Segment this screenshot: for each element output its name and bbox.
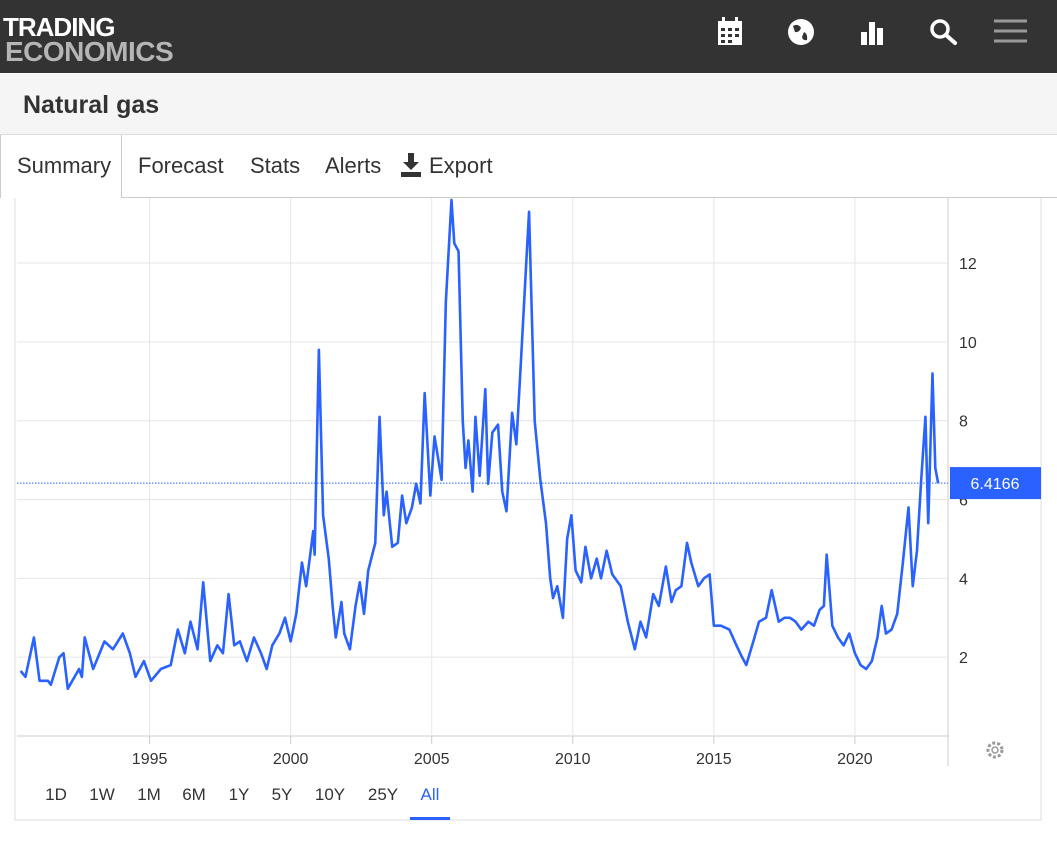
- x-tick-label: 1995: [132, 751, 168, 768]
- page-title: Natural gas: [23, 91, 160, 119]
- logo-bottom[interactable]: ECONOMICS: [5, 36, 174, 67]
- chart: 2 4 6 8 10 12 1995 2000 2005 2010 2015 2020 6.4166 1D…: [14, 198, 1042, 821]
- tab[interactable]: Alerts: [325, 153, 382, 178]
- chart-icon[interactable]: [861, 22, 883, 45]
- tab[interactable]: Stats: [250, 153, 301, 178]
- tab[interactable]: Export: [429, 153, 493, 178]
- last-value-box: [950, 467, 1041, 500]
- price-line: [19, 198, 940, 690]
- y-tick-label: 6: [959, 493, 968, 510]
- y-tick-label: 2: [959, 650, 968, 667]
- range-button[interactable]: 1W: [89, 785, 115, 804]
- range-button[interactable]: 1M: [137, 785, 161, 804]
- tab[interactable]: Summary: [0, 135, 123, 198]
- search-icon[interactable]: [930, 19, 957, 45]
- export-icon[interactable]: [400, 153, 424, 179]
- settings-icon[interactable]: [986, 741, 1004, 759]
- range-button[interactable]: 6M: [182, 785, 206, 804]
- calendar-icon[interactable]: [718, 17, 742, 45]
- globe-icon[interactable]: [788, 19, 814, 45]
- range-button[interactable]: All: [421, 785, 440, 804]
- x-tick-label: 2005: [414, 751, 450, 768]
- x-tick-label: 2015: [696, 751, 732, 768]
- x-tick-label: 2010: [555, 751, 591, 768]
- menu-icon[interactable]: [994, 19, 1027, 43]
- y-tick-label: 8: [959, 414, 968, 431]
- y-tick-label: 12: [959, 256, 977, 273]
- y-tick-label: 10: [959, 335, 977, 352]
- range-button[interactable]: 1D: [45, 785, 67, 804]
- logo-top[interactable]: TRADING: [3, 12, 115, 42]
- tab[interactable]: Forecast: [138, 153, 224, 178]
- range-button[interactable]: 1Y: [229, 785, 250, 804]
- last-value-label: 6.4166: [971, 476, 1020, 493]
- tab-bar: Summary Forecast Stats Alerts Export: [0, 135, 1057, 198]
- active-range-underline: [410, 817, 450, 820]
- range-button[interactable]: 25Y: [368, 785, 398, 804]
- y-tick-label: 4: [959, 571, 968, 588]
- chart-frame: [14, 198, 1042, 821]
- x-tick-label: 2000: [273, 751, 309, 768]
- title-bar: Natural gas: [0, 74, 1057, 135]
- nav-icons: [718, 17, 1027, 45]
- x-tick-label: 2020: [837, 751, 873, 768]
- grid: [17, 198, 948, 736]
- range-button[interactable]: 5Y: [272, 785, 293, 804]
- top-bar: TRADING ECONOMICS: [0, 0, 1057, 73]
- range-button[interactable]: 10Y: [315, 785, 345, 804]
